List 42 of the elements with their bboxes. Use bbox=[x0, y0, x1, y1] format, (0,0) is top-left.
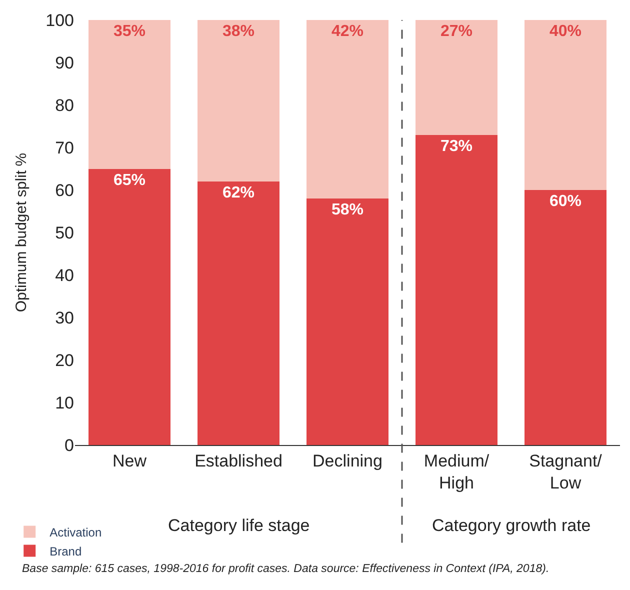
y-tick-label: 10 bbox=[55, 393, 74, 412]
y-axis-title: Optimum budget split % bbox=[12, 152, 30, 312]
data-label: 42% bbox=[331, 23, 364, 40]
data-label: 73% bbox=[440, 138, 473, 155]
data-label: 65% bbox=[113, 172, 146, 189]
x-tick-label: Declining bbox=[312, 451, 382, 470]
bar bbox=[198, 20, 280, 182]
bar bbox=[524, 20, 606, 190]
data-label: 58% bbox=[331, 202, 364, 218]
data-label: 27% bbox=[440, 23, 473, 40]
text: Base sample: 615 cases, 1998-2016 for profit cases. Data source: Effectiveness in Context (IPA, 2018). bbox=[22, 563, 550, 575]
legend-label: Activation bbox=[50, 525, 102, 540]
bar bbox=[198, 182, 280, 445]
data-label: 38% bbox=[222, 23, 255, 40]
text: Category life stage bbox=[168, 516, 310, 535]
data-label: 62% bbox=[222, 184, 255, 202]
y-tick-label: 0 bbox=[64, 436, 74, 455]
bar bbox=[306, 20, 388, 198]
y-tick-label: 100 bbox=[46, 10, 74, 30]
y-tick-label: 80 bbox=[55, 96, 74, 115]
bar bbox=[524, 190, 606, 445]
bar bbox=[88, 168, 170, 445]
data-label: 60% bbox=[549, 193, 582, 210]
y-tick-label: 50 bbox=[55, 223, 74, 242]
x-tick-label: Stagnant/ Low bbox=[529, 451, 602, 492]
bar bbox=[88, 20, 170, 169]
y-tick-label: 40 bbox=[55, 266, 74, 285]
bar bbox=[416, 20, 498, 135]
data-label: 40% bbox=[549, 23, 582, 40]
x-tick-label: Established bbox=[194, 451, 282, 470]
y-tick-label: 70 bbox=[55, 138, 74, 158]
x-tick-label: Medium/ High bbox=[424, 451, 490, 492]
y-tick-label: 90 bbox=[55, 53, 74, 72]
bar bbox=[416, 134, 498, 445]
data-label: 35% bbox=[113, 23, 146, 40]
y-tick-label: 60 bbox=[55, 180, 74, 200]
text: Category growth rate bbox=[432, 516, 591, 535]
bar bbox=[306, 198, 388, 445]
x-tick-label: New bbox=[112, 451, 148, 470]
y-tick-label: 30 bbox=[55, 308, 74, 328]
y-tick-label: 20 bbox=[55, 350, 74, 370]
legend-label: Brand bbox=[50, 544, 82, 558]
